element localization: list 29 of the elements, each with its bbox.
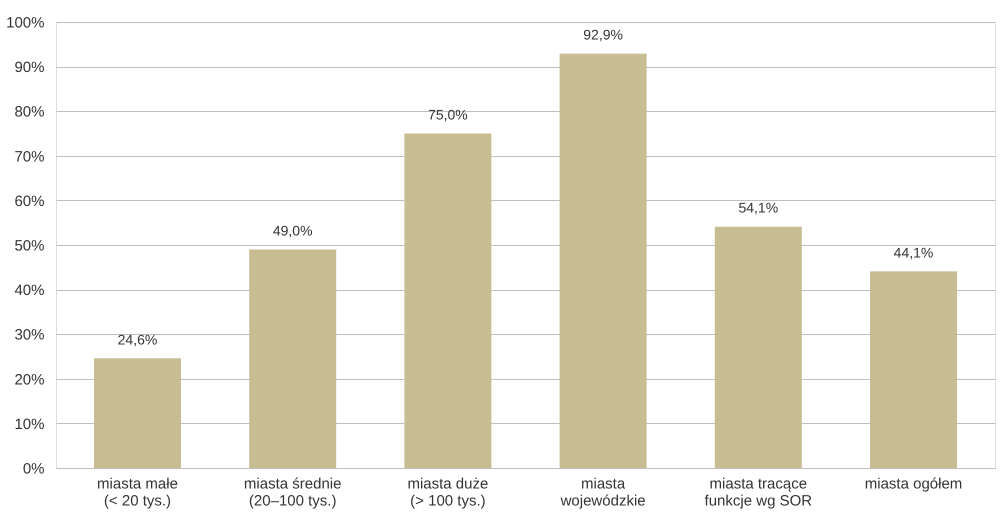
x-tick-label: miasta małe (< 20 tys.) <box>97 476 178 510</box>
y-tick-label: 100% <box>6 14 44 32</box>
bar <box>560 54 647 468</box>
y-tick-label: 80% <box>14 104 44 121</box>
bar <box>94 358 181 468</box>
data-label: 92,9% <box>583 26 623 43</box>
x-tick-label: miasta średnie (20–100 tys.) <box>244 476 342 510</box>
bar <box>714 226 802 468</box>
data-label: 54,1% <box>738 200 778 216</box>
data-label: 49,0% <box>272 222 313 238</box>
y-tick-label: 30% <box>14 326 44 344</box>
x-tick-label: miasta wojewódzkie <box>560 476 646 510</box>
y-tick-label: 60% <box>14 192 44 210</box>
data-label: 44,1% <box>894 244 934 260</box>
y-tick-label: 90% <box>14 59 44 76</box>
x-tick-label: miasta tracące funkcje wg SOR <box>704 476 812 510</box>
y-tick-label: 0% <box>22 460 44 478</box>
data-label: 75,0% <box>428 106 468 122</box>
y-tick-label: 70% <box>14 148 44 166</box>
x-tick-label: miasta ogółem <box>864 476 962 492</box>
y-tick-label: 50% <box>14 238 44 254</box>
y-tick-label: 40% <box>14 282 44 300</box>
y-tick-label: 20% <box>14 371 44 388</box>
data-label: 24,6% <box>118 331 158 348</box>
y-tick-label: 10% <box>14 416 44 433</box>
x-tick-label: miasta duże (> 100 tys.) <box>407 476 488 510</box>
bar <box>404 134 492 468</box>
bar <box>870 271 958 468</box>
bar <box>249 249 336 468</box>
